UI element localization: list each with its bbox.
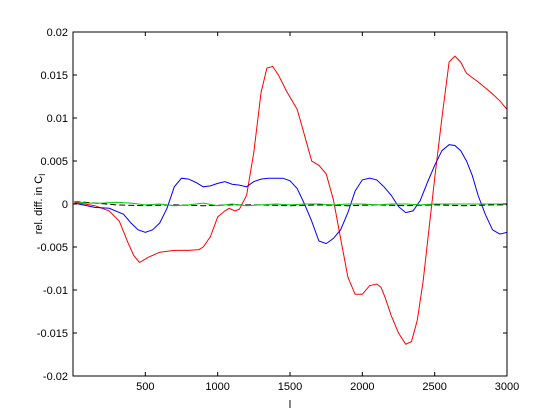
y-axis-label: rel. diff. in Cl xyxy=(33,174,47,235)
series-line-3 xyxy=(74,200,507,207)
tick-layer: 500 1000 1500 2000 2500 3000 -0.02 -0.015 -0.01 -… xyxy=(37,27,519,393)
x-axis-label: l xyxy=(289,399,291,411)
x-tick-label: 500 xyxy=(136,381,154,393)
series-layer xyxy=(74,55,508,345)
y-tick-label: 0 xyxy=(62,199,68,211)
y-tick-label: -0.01 xyxy=(43,285,68,297)
series-line-1 xyxy=(74,55,508,345)
series-line-4 xyxy=(74,200,507,207)
y-tick-label: -0.005 xyxy=(37,242,68,254)
x-tick-label: 2000 xyxy=(350,381,374,393)
y-tick-label: 0.02 xyxy=(47,27,68,39)
x-tick-label: 2500 xyxy=(422,381,446,393)
y-tick-label: 0.01 xyxy=(47,113,68,125)
x-tick-label: 3000 xyxy=(495,381,519,393)
y-tick-label: 0.015 xyxy=(40,70,68,82)
y-axis-label-subscript: l xyxy=(37,174,47,176)
x-tick-label: 1000 xyxy=(205,381,229,393)
y-tick-label: -0.015 xyxy=(37,328,68,340)
y-tick-label: 0.005 xyxy=(40,156,68,168)
y-axis-label-main: rel. diff. in C xyxy=(33,176,45,235)
series-line-2 xyxy=(74,144,508,245)
y-tick-label: -0.02 xyxy=(43,371,68,383)
x-tick-label: 1500 xyxy=(278,381,302,393)
